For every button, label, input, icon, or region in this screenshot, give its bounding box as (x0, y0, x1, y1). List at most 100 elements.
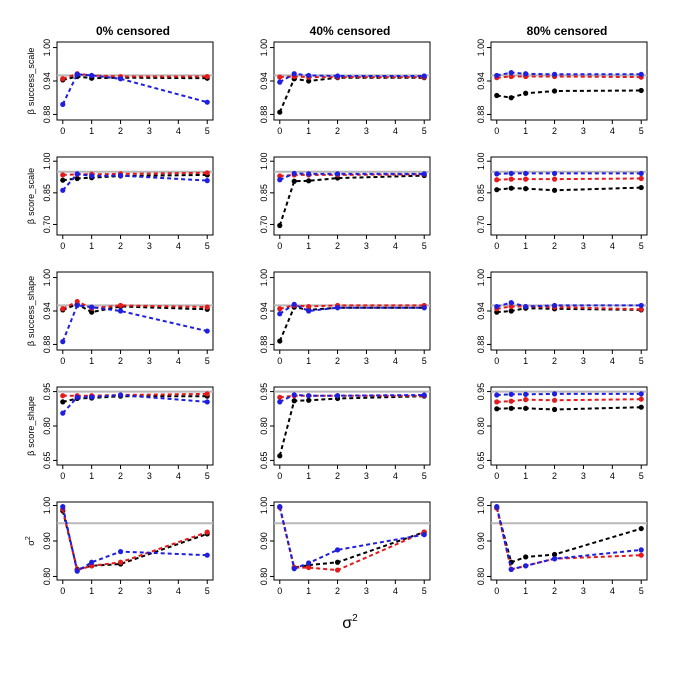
x-tick-label: 2 (552, 586, 557, 596)
x-tick-label: 0 (277, 356, 282, 366)
x-tick-label: 3 (364, 126, 369, 136)
row-label-4: σ2 (25, 536, 36, 546)
data-point-blue (523, 563, 529, 569)
x-tick-label: 3 (364, 241, 369, 251)
data-point-red (60, 393, 66, 399)
data-point-red (277, 173, 283, 179)
series-line-black (278, 305, 425, 342)
y-tick-label: 0.65 (476, 452, 486, 470)
x-tick-label: 4 (393, 126, 398, 136)
data-point-blue (334, 305, 341, 311)
data-point-red (508, 176, 514, 182)
data-point-blue (60, 504, 66, 510)
data-point-blue (334, 393, 341, 399)
data-point-blue (551, 170, 558, 177)
x-tick-label: 0 (60, 126, 65, 136)
data-point-blue (638, 391, 644, 397)
row-label-text: score_shape (26, 396, 36, 448)
row-label-sup: 2 (25, 536, 32, 540)
x-tick-label: 4 (610, 356, 615, 366)
data-point-blue (204, 552, 210, 558)
data-point-red (277, 394, 283, 400)
y-tick-label: 0.88 (259, 336, 269, 354)
x-tick-label: 4 (393, 356, 398, 366)
x-tick-label: 4 (176, 356, 181, 366)
data-point-black (277, 453, 283, 459)
row-label-text: score_scale (26, 168, 36, 216)
data-point-black (306, 78, 312, 84)
data-point-blue (277, 177, 283, 183)
series-line-red (62, 300, 208, 310)
data-point-black (523, 554, 529, 560)
row-label-prefix: β (26, 109, 36, 114)
x-tick-label: 1 (306, 356, 311, 366)
data-point-blue (291, 392, 297, 398)
column-title-1: 40% censored (310, 24, 391, 38)
x-tick-label: 1 (306, 126, 311, 136)
panel-r2-c2: 0 1 2 3 4 5 0.88 0.94 1.00 (476, 269, 648, 366)
data-point-black (277, 109, 283, 115)
y-tick-label: 1.00 (476, 497, 486, 515)
x-tick-label: 4 (393, 471, 398, 481)
y-tick-label: 0.90 (42, 532, 52, 550)
x-tick-label: 2 (552, 356, 557, 366)
y-tick-label: 0.88 (42, 106, 52, 124)
data-point-black (277, 222, 283, 229)
x-tick-label: 3 (364, 586, 369, 596)
x-tick-label: 3 (581, 126, 586, 136)
data-point-blue (494, 303, 500, 310)
x-axis-label-sup: 2 (352, 613, 358, 624)
data-point-blue (306, 72, 312, 79)
x-tick-label: 4 (393, 586, 398, 596)
panel-r3-c1: 0 1 2 3 4 5 0.65 0.80 0.95 (259, 383, 431, 481)
data-point-red (204, 73, 210, 80)
x-tick-label: 2 (335, 126, 340, 136)
x-tick-label: 2 (552, 241, 557, 251)
y-tick-label: 0.94 (476, 302, 486, 320)
x-tick-label: 1 (523, 241, 528, 251)
data-point-black (334, 559, 341, 565)
data-point-blue (89, 304, 95, 310)
x-tick-label: 5 (205, 356, 210, 366)
x-tick-label: 0 (277, 126, 282, 136)
data-point-black (523, 90, 529, 96)
x-tick-label: 5 (422, 586, 427, 596)
data-point-black (60, 177, 66, 183)
x-axis-label: σ2 (342, 613, 358, 632)
series-line-blue (61, 73, 208, 105)
data-point-red (638, 306, 644, 312)
x-tick-label: 5 (422, 356, 427, 366)
row-label-1: β score_scale (26, 168, 36, 224)
data-point-red (277, 306, 283, 312)
data-point-black (89, 309, 95, 315)
series-line-black (278, 507, 425, 569)
x-tick-label: 4 (610, 241, 615, 251)
series-line-blue (61, 506, 208, 573)
x-tick-label: 0 (277, 471, 282, 481)
panel-r3-c0: 0 1 2 3 4 5 0.65 0.80 0.95 β score_shape (26, 383, 214, 481)
panel-frame (490, 41, 648, 121)
data-point-blue (494, 72, 500, 79)
panel-frame (490, 156, 648, 236)
panel-r2-c0: 0 1 2 3 4 5 0.88 0.94 1.00 β success_shape (26, 269, 214, 366)
x-tick-label: 5 (639, 586, 644, 596)
data-point-red (494, 177, 500, 183)
data-point-blue (523, 170, 529, 177)
row-label-prefix: β (26, 341, 36, 346)
data-point-blue (523, 391, 529, 397)
series-line-blue (62, 172, 208, 191)
x-tick-label: 3 (364, 471, 369, 481)
data-point-blue (421, 532, 427, 538)
data-point-blue (421, 171, 427, 177)
y-tick-label: 0.70 (42, 216, 52, 234)
series-line-blue (496, 172, 642, 175)
data-point-red (508, 303, 514, 310)
data-point-blue (523, 303, 529, 310)
x-tick-label: 1 (89, 126, 94, 136)
x-tick-label: 1 (523, 126, 528, 136)
y-tick-label: 0.65 (259, 452, 269, 470)
series-line-black (495, 507, 642, 564)
y-tick-label: 1.00 (259, 269, 269, 287)
data-point-red (494, 399, 500, 405)
series-line-red (496, 75, 642, 79)
